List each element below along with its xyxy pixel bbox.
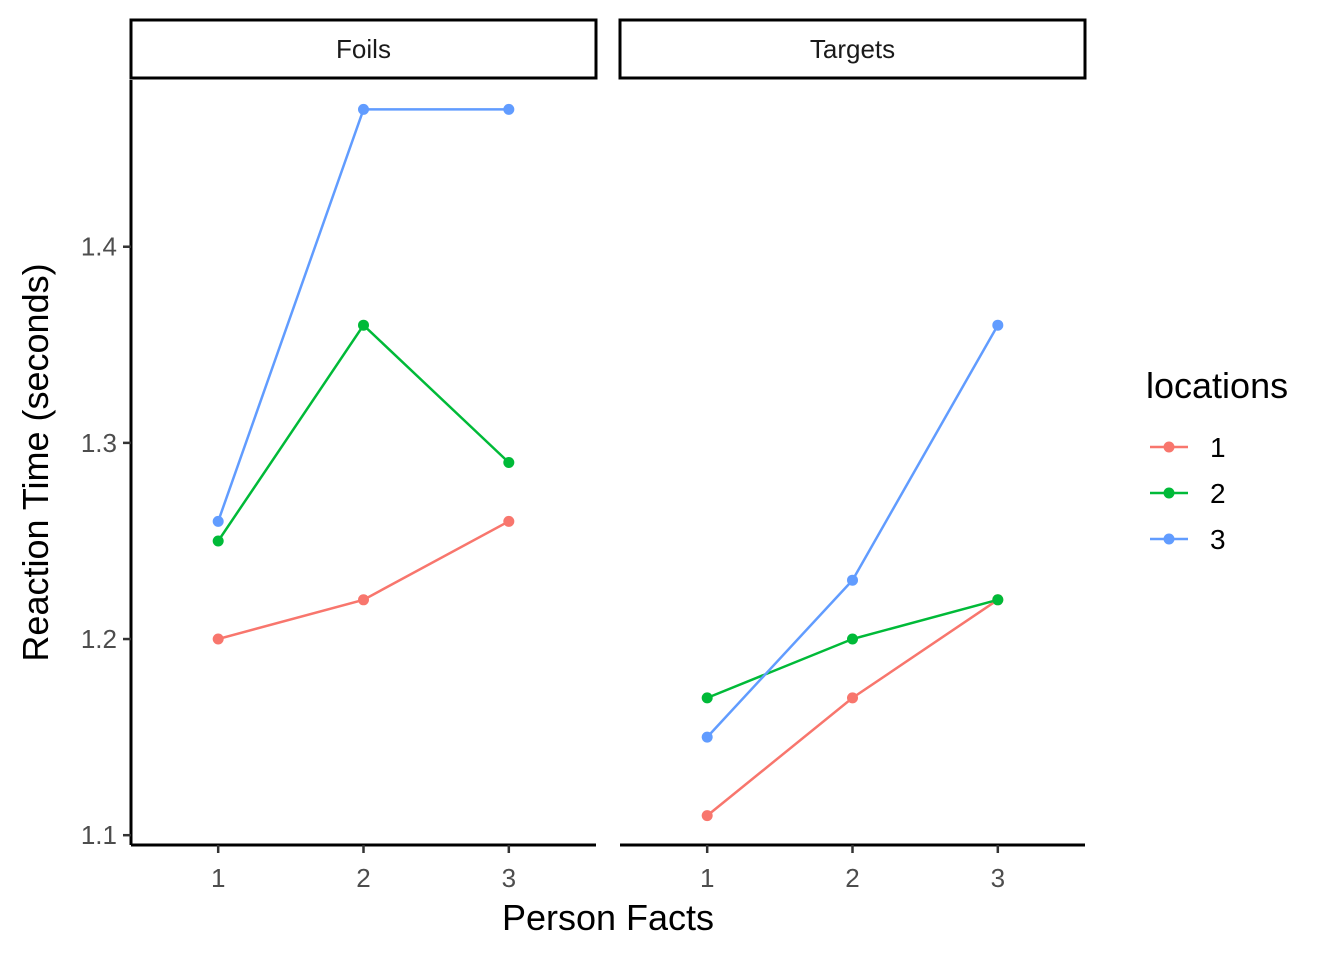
x-tick-label: 3 [502,863,516,893]
legend-key-point [1163,441,1175,453]
legend-entry-label: 3 [1210,524,1226,555]
data-point-foils-2 [358,319,369,331]
facet-strip-label: Targets [810,34,895,64]
y-tick-label: 1.4 [81,232,117,262]
data-point-foils-3 [503,103,515,115]
x-tick-label: 2 [356,863,370,893]
series-line-targets-1 [706,598,999,817]
series-line-targets-2 [706,598,999,700]
data-point-targets-1 [847,692,858,704]
data-point-targets-2 [847,633,858,645]
y-tick-label: 1.2 [81,624,117,654]
legend-entry-label: 1 [1210,432,1226,463]
series-line-foils-3 [217,108,509,522]
x-tick-label: 2 [845,863,859,893]
x-tick-label: 3 [991,863,1005,893]
y-axis-title: Reaction Time (seconds) [15,263,56,661]
data-point-targets-3 [701,731,713,743]
data-point-targets-2 [992,594,1004,606]
series-line-foils-1 [217,520,510,641]
data-point-foils-2 [503,457,515,468]
legend-title: locations [1146,365,1288,406]
data-point-foils-1 [503,515,515,527]
data-point-targets-1 [701,810,713,822]
data-point-targets-3 [847,574,858,586]
data-point-targets-3 [992,319,1004,331]
data-point-foils-1 [358,594,369,606]
legend-key-point [1163,533,1175,545]
data-point-foils-3 [358,103,369,115]
x-tick-label: 1 [700,863,714,893]
series-line-foils-2 [217,323,510,542]
legend-key-point [1163,487,1175,499]
legend-entry-label: 2 [1210,478,1226,509]
data-point-targets-2 [701,692,713,704]
facet-strip-1 [129,18,598,80]
y-tick-label: 1.1 [81,820,117,850]
data-point-foils-3 [212,515,224,527]
facet-strip-label: Foils [336,34,391,64]
y-tick-label: 1.3 [81,428,117,458]
x-axis-title: Person Facts [502,897,714,938]
x-tick-label: 1 [211,863,225,893]
data-point-foils-1 [212,633,224,645]
facet-strip-2 [618,18,1087,80]
series-line-targets-3 [706,324,999,738]
data-point-foils-2 [212,535,224,547]
